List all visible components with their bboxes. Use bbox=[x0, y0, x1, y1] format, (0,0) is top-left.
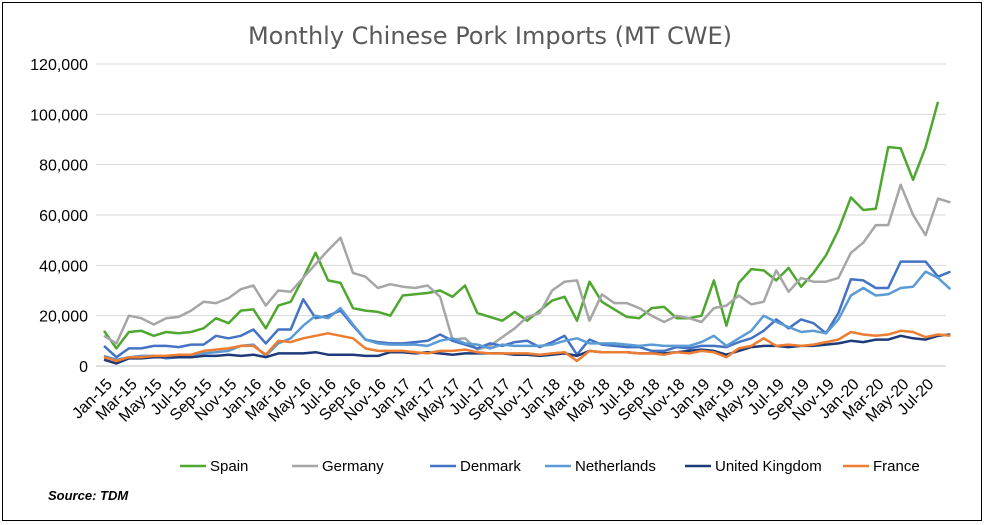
y-tick-label: 100,000 bbox=[30, 107, 88, 124]
chart-title: Monthly Chinese Pork Imports (MT CWE) bbox=[248, 22, 732, 50]
legend-label: Spain bbox=[210, 458, 248, 475]
y-tick-label: 20,000 bbox=[39, 309, 88, 326]
legend-label: France bbox=[873, 458, 920, 475]
legend-label: Denmark bbox=[460, 458, 521, 475]
legend: Spain Germany Denmark Netherlands United Kin… bbox=[180, 458, 920, 475]
legend-label: Germany bbox=[322, 458, 384, 475]
series-line-spain bbox=[102, 101, 940, 350]
y-tick-label: 0 bbox=[79, 359, 88, 376]
y-axis-ticks: 0 20,000 40,000 60,000 80,000 100,000 120,000 bbox=[30, 57, 88, 376]
source-note: Source: TDM bbox=[48, 488, 129, 503]
y-tick-label: 80,000 bbox=[39, 158, 88, 175]
x-axis-ticks: Jan-15Mar-15May-15Jul-15Sep-15Nov-15Jan-… bbox=[69, 376, 937, 426]
y-tick-label: 120,000 bbox=[30, 57, 88, 74]
series-line-france bbox=[103, 329, 951, 363]
y-tick-label: 60,000 bbox=[39, 208, 88, 225]
legend-label: Netherlands bbox=[575, 458, 656, 475]
series-line-denmark bbox=[103, 260, 951, 359]
grid bbox=[96, 63, 946, 317]
series-lines bbox=[102, 101, 952, 365]
legend-label: United Kingdom bbox=[715, 458, 822, 475]
series-line-germany bbox=[103, 183, 951, 351]
y-tick-label: 40,000 bbox=[39, 258, 88, 275]
